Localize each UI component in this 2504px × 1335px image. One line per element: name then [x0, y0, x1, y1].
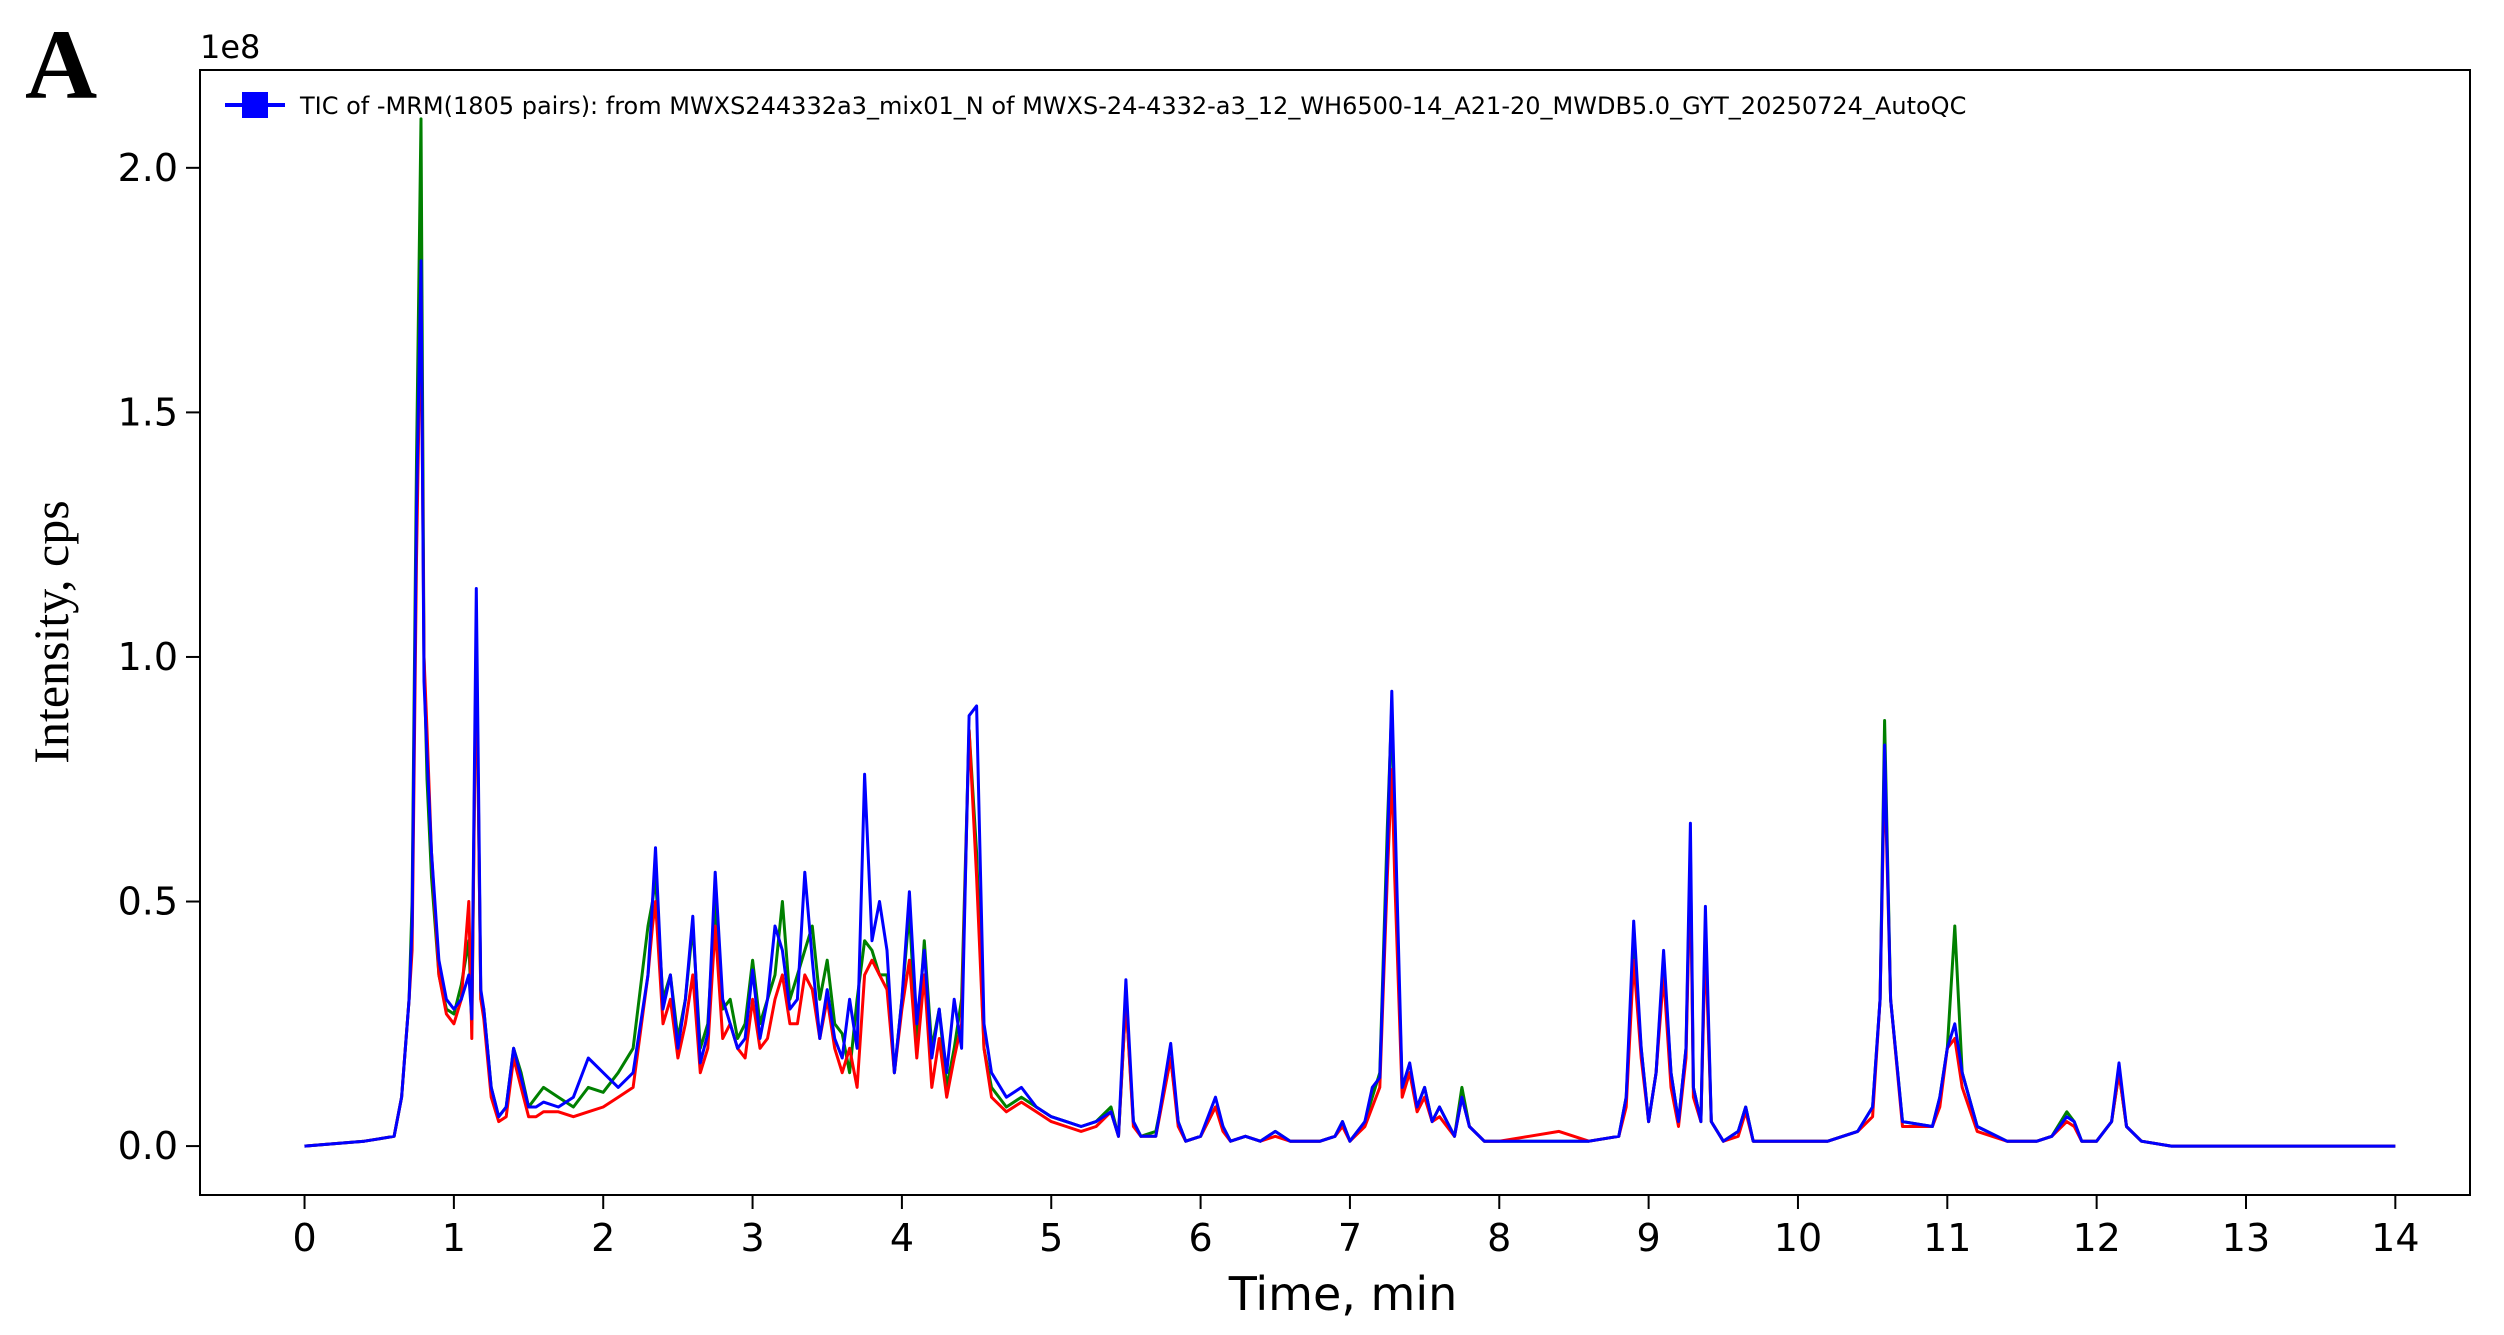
x-tick-label: 6	[1188, 1216, 1212, 1260]
x-tick-label: 2	[591, 1216, 615, 1260]
legend-marker-swatch	[242, 92, 268, 118]
series-line-blue	[304, 259, 2396, 1148]
x-axis-label: Time, min	[1228, 1267, 1458, 1321]
legend: TIC of -MRM(1805 pairs): from MWXS244332…	[225, 92, 1966, 120]
x-tick-label: 8	[1487, 1216, 1511, 1260]
x-tick-label: 10	[1774, 1216, 1822, 1260]
x-tick-label: 11	[1923, 1216, 1971, 1260]
y-axis-label: Intensity, cps	[23, 500, 79, 763]
legend-entry: TIC of -MRM(1805 pairs): from MWXS244332…	[299, 92, 1966, 120]
x-tick-label: 4	[890, 1216, 914, 1260]
plot-lines	[304, 117, 2396, 1148]
y-tick-label: 1.0	[118, 635, 178, 679]
y-offset-label: 1e8	[200, 28, 260, 66]
panel-letter: A	[25, 9, 97, 120]
series-line-red	[304, 288, 2396, 1148]
x-tick-label: 5	[1039, 1216, 1063, 1260]
series-line-green	[304, 117, 2396, 1148]
y-axis: 0.0 0.5 1.0 1.5 2.0	[118, 146, 200, 1168]
x-tick-label: 13	[2222, 1216, 2270, 1260]
x-axis: 0 1 2 3 4 5 6 7 8 9 10 11 12 13 14	[292, 1195, 2420, 1260]
axes-frame	[199, 69, 2471, 1196]
x-tick-label: 1	[442, 1216, 466, 1260]
y-tick-label: 0.0	[118, 1124, 178, 1168]
x-tick-label: 14	[2371, 1216, 2419, 1260]
x-tick-label: 9	[1637, 1216, 1661, 1260]
x-tick-label: 0	[292, 1216, 316, 1260]
x-tick-label: 3	[740, 1216, 764, 1260]
y-tick-label: 1.5	[118, 390, 178, 434]
x-tick-label: 12	[2072, 1216, 2120, 1260]
y-tick-label: 0.5	[118, 880, 178, 924]
y-tick-label: 2.0	[118, 146, 178, 190]
x-tick-label: 7	[1338, 1216, 1362, 1260]
